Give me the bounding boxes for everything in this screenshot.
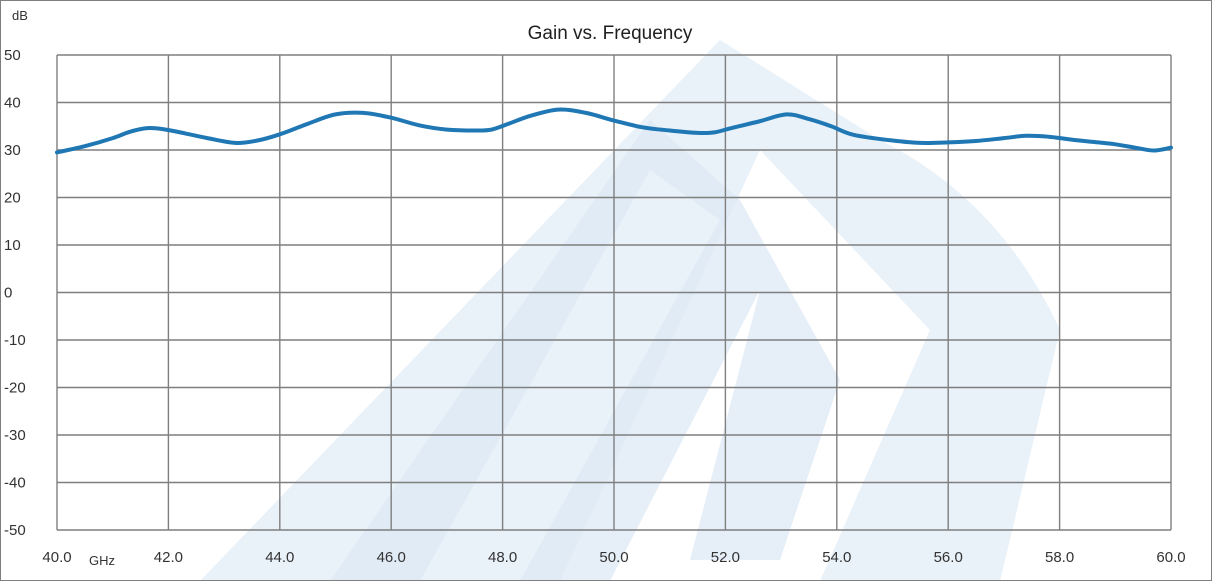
y-tick-label: 30 xyxy=(4,142,21,159)
watermark-shape-inner xyxy=(330,120,840,581)
x-tick-label: 56.0 xyxy=(934,549,963,566)
y-tick-label: 40 xyxy=(4,95,21,112)
watermark-shape-outer xyxy=(200,40,1060,581)
y-tick-label: 0 xyxy=(4,285,12,302)
y-tick-label: -10 xyxy=(4,332,26,349)
x-tick-label: 54.0 xyxy=(822,549,851,566)
y-tick-label: -30 xyxy=(4,427,26,444)
y-tick-label: 10 xyxy=(4,237,21,254)
x-tick-label: 40.0 xyxy=(42,549,71,566)
series-layer xyxy=(55,107,1173,155)
x-tick-label: 46.0 xyxy=(377,549,406,566)
y-tick-label: 20 xyxy=(4,190,21,207)
x-tick-label: 50.0 xyxy=(599,549,628,566)
y-tick-label: -50 xyxy=(4,522,26,539)
y-tick-label: -20 xyxy=(4,380,26,397)
x-tick-label: 58.0 xyxy=(1045,549,1074,566)
tick-labels: 50 40 30 20 10 0 -10 -20 -30 -40 -50 40.0 42.0 44.0 46… xyxy=(4,47,1186,566)
x-tick-label: 52.0 xyxy=(711,549,740,566)
y-axis-unit-label: dB xyxy=(12,8,28,23)
x-tick-label: 48.0 xyxy=(488,549,517,566)
watermark-logo xyxy=(200,40,1060,581)
gain-series-line xyxy=(55,107,1173,155)
x-tick-label: 42.0 xyxy=(154,549,183,566)
y-tick-label: -40 xyxy=(4,475,26,492)
chart-title: Gain vs. Frequency xyxy=(528,23,693,44)
y-tick-label: 50 xyxy=(4,47,21,64)
x-tick-label: 60.0 xyxy=(1156,549,1185,566)
x-tick-label: 44.0 xyxy=(265,549,294,566)
grid-lines xyxy=(56,54,1172,531)
x-axis-unit-label: GHz xyxy=(89,553,115,568)
